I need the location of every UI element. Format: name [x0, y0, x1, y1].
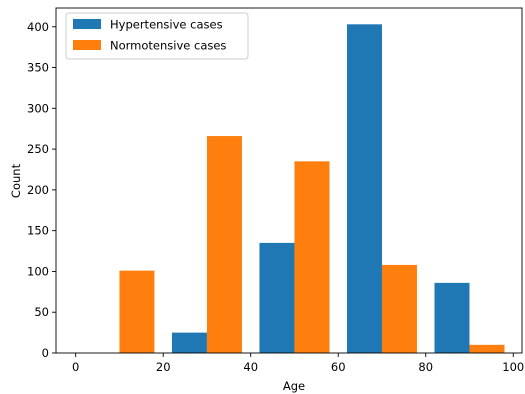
- y-axis-label: Count: [9, 163, 23, 198]
- bar-hypertensive-20-40: [171, 332, 207, 353]
- x-tick-label: 40: [243, 360, 258, 374]
- y-tick-label: 400: [27, 20, 49, 34]
- bar-hypertensive-60-80: [346, 24, 382, 354]
- legend-label-normotensive: Normotensive cases: [110, 39, 226, 53]
- bar-normotensive-60-80: [381, 264, 417, 353]
- bars-layer: [119, 24, 505, 354]
- bar-hypertensive-40-60: [259, 242, 295, 353]
- x-tick-label: 80: [418, 360, 433, 374]
- legend-swatch-hypertensive: [73, 19, 101, 29]
- legend-swatch-normotensive: [73, 40, 101, 50]
- legend-frame: [65, 12, 249, 60]
- bar-normotensive-20-40: [206, 136, 242, 353]
- plot-frame: [55, 7, 523, 354]
- y-tick-label: 200: [27, 183, 49, 197]
- legend-label-hypertensive: Hypertensive cases: [110, 18, 223, 32]
- y-tick-label: 250: [27, 142, 49, 156]
- axes-layer: 0 20 40 60 80 100 0 50 100 150 200 250 300 350 400: [27, 7, 524, 374]
- y-tick-label: 100: [27, 264, 49, 278]
- x-tick-label: 100: [502, 360, 524, 374]
- y-tick-label: 0: [42, 346, 49, 360]
- y-tick-label: 150: [27, 224, 49, 238]
- bar-hypertensive-80-100: [434, 282, 470, 353]
- legend: Hypertensive cases Normotensive cases: [65, 12, 249, 60]
- y-tick-label: 300: [27, 101, 49, 115]
- bar-normotensive-0-20: [119, 270, 155, 353]
- x-tick-label: 0: [72, 360, 79, 374]
- x-axis-label: Age: [283, 379, 305, 393]
- bar-normotensive-80-100: [469, 344, 505, 353]
- bar-normotensive-40-60: [294, 161, 330, 353]
- x-tick-label: 60: [331, 360, 346, 374]
- y-tick-label: 350: [27, 61, 49, 75]
- x-tick-label: 20: [156, 360, 171, 374]
- y-tick-label: 50: [34, 305, 49, 319]
